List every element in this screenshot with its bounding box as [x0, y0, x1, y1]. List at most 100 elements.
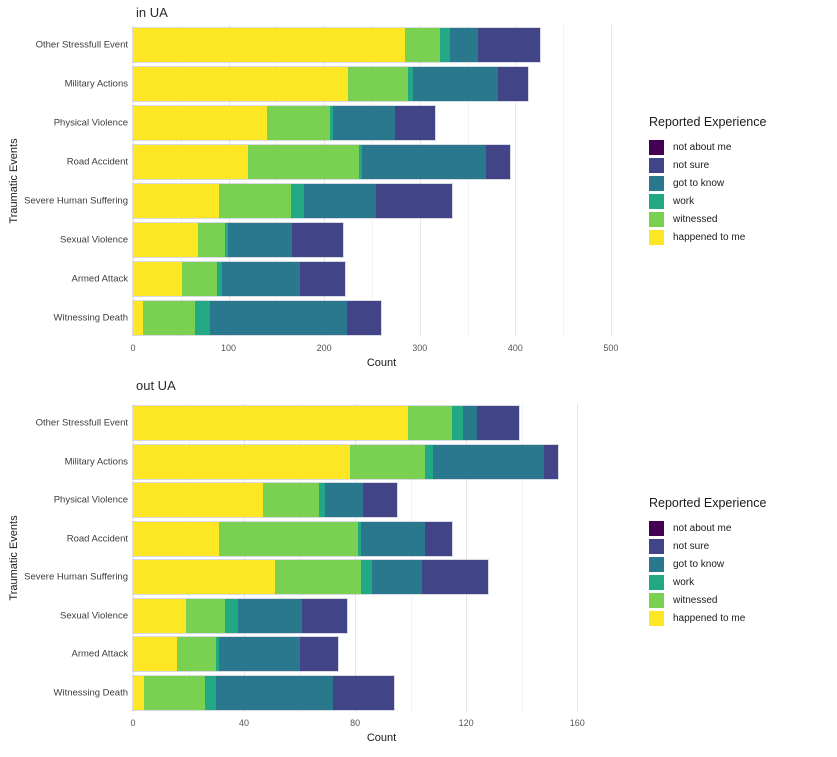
bar-segment-not-sure: [485, 144, 511, 179]
bar-segment-happened-to-me: [133, 183, 220, 218]
legend-item: witnessed: [649, 210, 819, 228]
legend-item-label: witnessed: [673, 213, 718, 225]
legend-item-label: witnessed: [673, 594, 718, 606]
legend-color-swatch: [649, 574, 664, 590]
category-label: Military Actions: [64, 456, 128, 468]
legend-item-label: not sure: [673, 540, 710, 552]
legend-item: work: [649, 192, 819, 210]
category-label: Witnessing Death: [53, 312, 128, 323]
legend-color-swatch: [649, 175, 664, 191]
x-tick-label: 400: [507, 343, 523, 353]
legend-title: Reported Experience: [649, 496, 767, 510]
bar-segment-work: [290, 183, 305, 218]
bar-segment-not-sure: [543, 444, 558, 479]
legend-item: not about me: [649, 519, 819, 537]
x-tick-label: 200: [316, 343, 332, 353]
bar-segment-got-to-know: [238, 598, 303, 633]
bar-segment-work: [357, 521, 361, 556]
bar-segment-got-to-know: [304, 183, 376, 218]
bar-military-actions: [133, 66, 528, 101]
bar-segment-got-to-know: [463, 406, 478, 441]
legend-item: witnessed: [649, 591, 819, 609]
legend-color-swatch: [649, 139, 664, 155]
bar-segment-happened-to-me: [133, 560, 275, 595]
category-label: Sexual Violence: [60, 610, 128, 622]
legend-color-swatch: [649, 193, 664, 209]
bar-segment-got-to-know: [362, 144, 486, 179]
bar-segment-got-to-know: [413, 66, 499, 101]
legend-item: happened to me: [649, 228, 819, 246]
bar-sexual-violence: [133, 598, 347, 633]
bar-segment-work: [424, 444, 433, 479]
bar-segment-happened-to-me: [133, 637, 178, 672]
bar-segment-happened-to-me: [133, 444, 350, 479]
bar-physical-violence: [133, 105, 435, 140]
bar-segment-not-sure: [498, 66, 528, 101]
y-axis-title: Traumatic Events: [8, 515, 20, 601]
gridline-major: [133, 404, 134, 712]
chart-title: in UA: [136, 5, 168, 20]
bar-road-accident: [133, 144, 511, 179]
y-axis-title: Traumatic Events: [8, 138, 20, 224]
bar-segment-happened-to-me: [133, 261, 182, 296]
legend-item-label: not about me: [673, 141, 732, 153]
bar-segment-witnessed: [274, 560, 361, 595]
gridline-minor: [180, 25, 182, 337]
bar-road-accident: [133, 521, 453, 556]
bar-other-stressfull-event: [133, 406, 519, 441]
bar-segment-witnessed: [263, 483, 319, 518]
bar-segment-got-to-know: [432, 444, 544, 479]
bar-segment-not-sure: [363, 483, 397, 518]
bar-segment-work: [329, 105, 333, 140]
legend-color-swatch: [649, 610, 664, 626]
bar-segment-not-sure: [291, 222, 344, 257]
bar-segment-witnessed: [219, 183, 291, 218]
bar-segment-not-sure: [421, 560, 489, 595]
bar-segment-witnessed: [142, 300, 196, 335]
bar-armed-attack: [133, 637, 339, 672]
bar-physical-violence: [133, 483, 397, 518]
bar-segment-happened-to-me: [133, 222, 198, 257]
legend-color-swatch: [649, 592, 664, 608]
bar-segment-not-sure: [332, 675, 394, 710]
bar-segment-work: [205, 675, 217, 710]
x-tick-label: 300: [412, 343, 428, 353]
legend-color-swatch: [649, 556, 664, 572]
bar-segment-work: [216, 637, 220, 672]
bar-segment-got-to-know: [216, 675, 333, 710]
bar-segment-work: [217, 261, 222, 296]
legend: Reported Experience not about me not sure…: [649, 115, 819, 246]
gridline-major: [577, 404, 579, 712]
bar-segment-witnessed: [181, 261, 218, 296]
gridline-minor: [188, 404, 190, 712]
bar-segment-not-sure: [375, 183, 453, 218]
bar-segment-witnessed: [349, 444, 425, 479]
bar-segment-work: [358, 144, 363, 179]
gridline-minor: [467, 25, 469, 337]
gridline-major: [324, 25, 326, 337]
gridline-minor: [521, 404, 523, 712]
bar-segment-happened-to-me: [133, 675, 145, 710]
legend-item: happened to me: [649, 609, 819, 627]
legend-item-label: happened to me: [673, 231, 746, 243]
bar-segment-happened-to-me: [133, 27, 406, 62]
x-axis-title: Count: [366, 732, 397, 744]
category-label: Road Accident: [66, 533, 128, 545]
bar-segment-not-sure: [424, 521, 453, 556]
gridline-major: [419, 25, 421, 337]
bar-segment-happened-to-me: [133, 483, 264, 518]
bar-segment-happened-to-me: [133, 105, 267, 140]
plot-panel: [133, 404, 630, 712]
category-label: Physical Violence: [53, 494, 128, 506]
category-label: Other Stressfull Event: [35, 39, 128, 50]
bar-segment-happened-to-me: [133, 598, 186, 633]
legend-color-swatch: [649, 520, 664, 536]
x-tick-label: 0: [130, 343, 136, 353]
legend-color-swatch: [649, 211, 664, 227]
x-tick-label: 0: [130, 718, 136, 728]
bar-severe-human-suffering: [133, 560, 489, 595]
gridline-minor: [371, 25, 373, 337]
bar-other-stressfull-event: [133, 27, 541, 62]
bar-segment-witnessed: [247, 144, 359, 179]
bar-segment-not-sure: [299, 637, 339, 672]
